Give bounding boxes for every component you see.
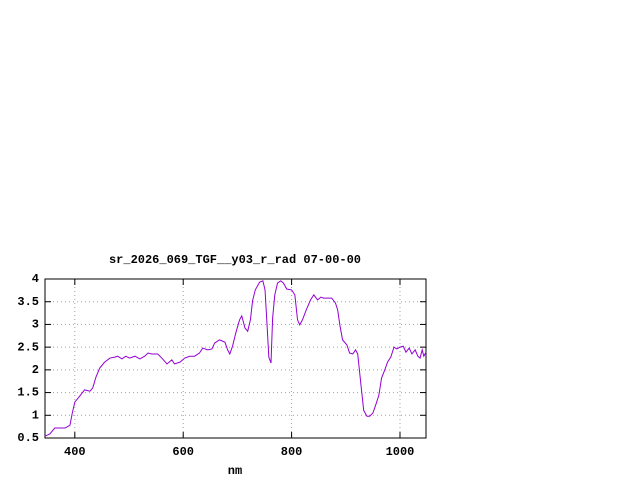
data-line <box>44 280 427 437</box>
y-tick-label: 3 <box>32 318 39 332</box>
plot-border <box>44 278 427 439</box>
y-tick-label: 1.5 <box>17 386 39 400</box>
y-tick-label: 3.5 <box>17 295 39 309</box>
y-tick-label: 0.5 <box>17 431 39 445</box>
x-tick-label: 600 <box>172 445 194 459</box>
y-tick-label: 1 <box>32 408 39 422</box>
chart-title: sr_2026_069_TGF__y03_r_rad 07-00-00 <box>109 253 361 267</box>
y-tick-label: 4 <box>32 272 39 286</box>
x-tick-label: 800 <box>281 445 303 459</box>
x-tick-label: 400 <box>64 445 86 459</box>
y-tick-label: 2 <box>32 363 39 377</box>
x-tick-label: 1000 <box>386 445 415 459</box>
x-axis-label: nm <box>228 464 242 478</box>
y-tick-label: 2.5 <box>17 340 39 354</box>
